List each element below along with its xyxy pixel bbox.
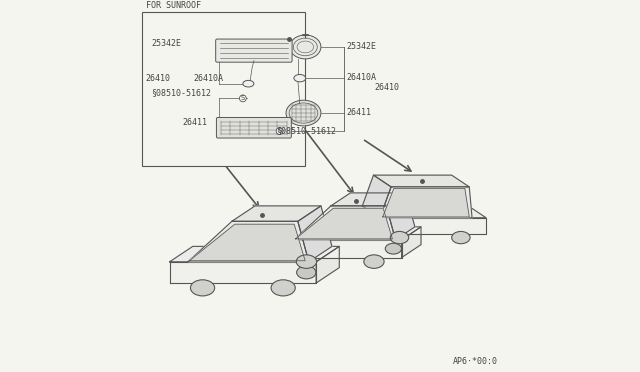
Polygon shape [298,206,332,262]
Polygon shape [356,206,374,234]
Ellipse shape [452,231,470,244]
Polygon shape [356,206,486,218]
Polygon shape [170,262,316,283]
Text: §08510-51612: §08510-51612 [151,88,211,97]
Ellipse shape [216,266,236,279]
Polygon shape [279,240,402,257]
Text: 26410: 26410 [374,83,399,92]
Ellipse shape [296,266,316,279]
Polygon shape [362,175,391,218]
Ellipse shape [374,221,389,231]
FancyBboxPatch shape [216,118,291,138]
Text: §08510-51612: §08510-51612 [276,126,336,135]
Bar [142,12,305,166]
Text: S: S [278,128,282,134]
Ellipse shape [390,231,409,244]
Polygon shape [189,224,305,261]
Polygon shape [331,193,406,206]
Text: FOR SUNROOF: FOR SUNROOF [145,1,200,10]
Polygon shape [374,218,486,234]
Text: 25342E: 25342E [347,42,377,51]
Ellipse shape [317,243,334,254]
Polygon shape [296,208,392,239]
FancyBboxPatch shape [216,39,292,62]
Ellipse shape [296,255,317,268]
Ellipse shape [243,80,254,87]
Text: 26410A: 26410A [347,73,377,82]
Text: 25342E: 25342E [151,39,181,48]
Polygon shape [374,175,469,187]
Polygon shape [402,227,421,257]
Polygon shape [294,206,396,240]
Ellipse shape [271,280,295,296]
Polygon shape [232,206,321,221]
Polygon shape [383,188,469,217]
Ellipse shape [385,243,401,254]
Text: S: S [241,95,245,101]
Text: 26410: 26410 [145,74,170,83]
Text: 26411: 26411 [347,108,372,117]
Text: 26411: 26411 [182,118,207,126]
Polygon shape [316,246,339,283]
Ellipse shape [191,280,214,296]
Polygon shape [170,246,339,262]
Polygon shape [279,227,421,240]
Text: AP6·*00:0: AP6·*00:0 [453,357,498,366]
Polygon shape [387,193,415,240]
Polygon shape [188,221,309,262]
Ellipse shape [294,74,306,82]
Ellipse shape [290,35,321,59]
Ellipse shape [286,100,321,126]
Polygon shape [380,187,472,218]
Text: 26410A: 26410A [193,74,223,83]
Ellipse shape [364,255,384,268]
